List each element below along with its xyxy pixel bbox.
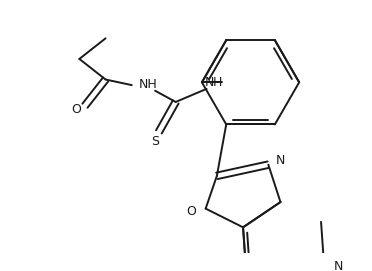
Text: N: N — [334, 260, 343, 271]
Text: N: N — [205, 76, 214, 89]
Text: S: S — [151, 135, 159, 148]
Text: NH: NH — [138, 78, 157, 91]
Text: H: H — [213, 76, 222, 89]
Text: N: N — [276, 154, 285, 167]
Text: O: O — [186, 205, 196, 218]
Text: O: O — [72, 103, 81, 116]
